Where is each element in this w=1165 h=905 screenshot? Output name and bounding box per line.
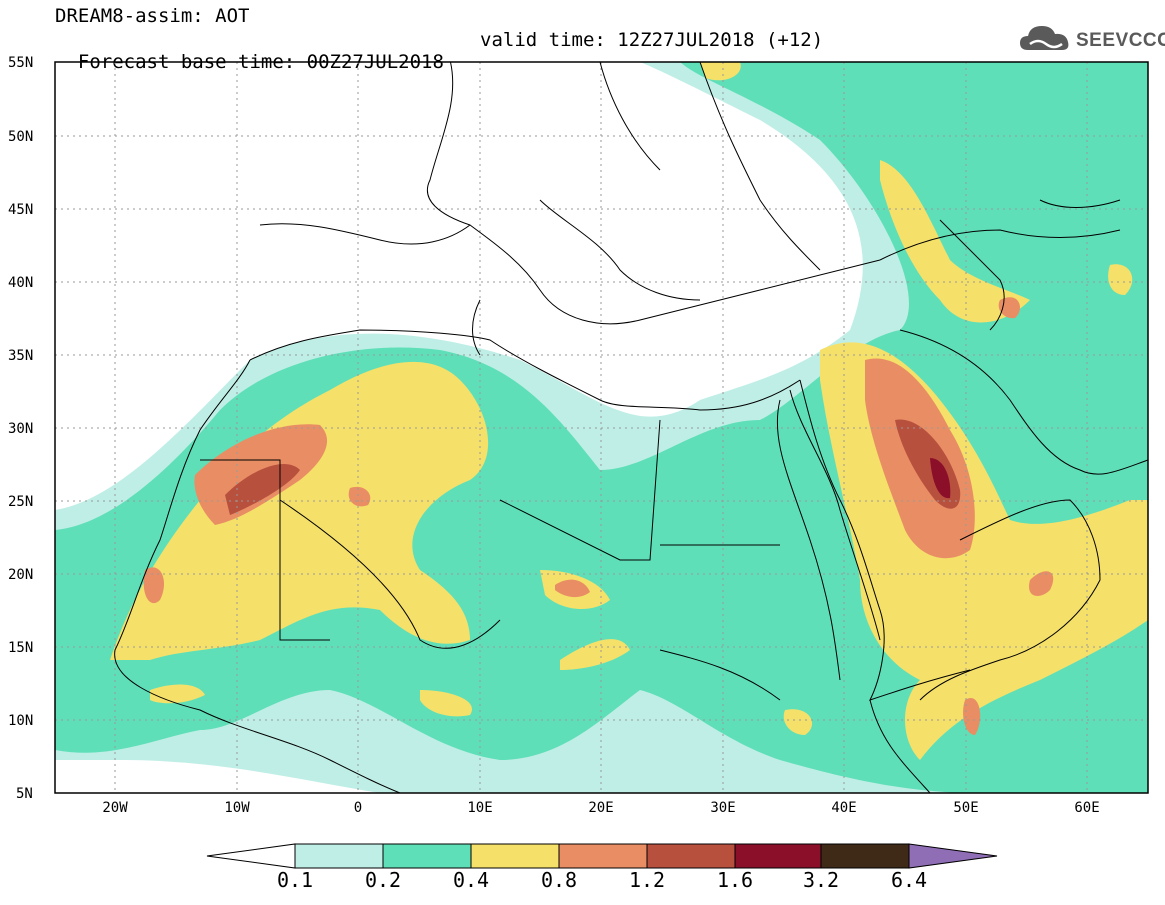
lat-label: 30N — [8, 421, 33, 437]
lat-label: 35N — [8, 348, 33, 364]
colorbar-label: 0.2 — [364, 868, 402, 892]
lon-label: 40E — [831, 800, 856, 816]
map-title: DREAM8-assim: AOT — [55, 5, 250, 27]
lon-label: 60E — [1074, 800, 1099, 816]
colorbar-segment — [558, 843, 648, 869]
colorbar-label: 3.2 — [802, 868, 840, 892]
colorbar-segment — [294, 843, 384, 869]
logo-text: SEEVCCC — [1076, 30, 1165, 51]
lat-label: 55N — [8, 55, 33, 71]
colorbar-low-extension — [206, 843, 296, 869]
lon-axis: 20W 10W 0 10E 20E 30E 40E 50E 60E — [102, 800, 1099, 816]
colorbar-segment — [820, 843, 910, 869]
lat-label: 5N — [16, 786, 33, 802]
valid-time: valid time: 12Z27JUL2018 (+12) — [480, 29, 824, 51]
colorbar-segment — [646, 843, 736, 869]
lon-label: 20W — [102, 800, 128, 816]
colorbar-label: 0.1 — [276, 868, 314, 892]
lon-label: 50E — [953, 800, 978, 816]
colorbar-label: 1.2 — [628, 868, 666, 892]
lon-label: 0 — [354, 800, 362, 816]
lat-lon-grid — [55, 62, 1148, 793]
lon-label: 20E — [588, 800, 613, 816]
cloud-logo-icon — [1020, 26, 1069, 50]
lat-label: 40N — [8, 275, 33, 291]
colorbar-label: 1.6 — [716, 868, 754, 892]
lat-label: 10N — [8, 713, 33, 729]
colorbar-label: 6.4 — [890, 868, 928, 892]
colorbar-segment — [470, 843, 560, 869]
colorbar-label: 0.8 — [540, 868, 578, 892]
coastlines — [114, 62, 1148, 793]
lat-label: 25N — [8, 494, 33, 510]
aot-field — [55, 62, 1148, 793]
map-frame — [54, 61, 1149, 794]
colorbar-segment — [734, 843, 822, 869]
lat-label: 45N — [8, 202, 33, 218]
lon-label: 30E — [710, 800, 735, 816]
lon-label: 10W — [224, 800, 250, 816]
lat-label: 20N — [8, 567, 33, 583]
colorbar-label: 0.4 — [452, 868, 490, 892]
seevccc-logo: SEEVCCC — [1018, 20, 1165, 60]
colorbar — [206, 843, 998, 869]
lat-axis: 55N 50N 45N 40N 35N 30N 25N 20N 15N 10N … — [8, 55, 33, 802]
colorbar-high-extension — [908, 843, 998, 869]
colorbar-segment — [382, 843, 472, 869]
lat-label: 15N — [8, 640, 33, 656]
lon-label: 10E — [467, 800, 492, 816]
lat-label: 50N — [8, 129, 33, 145]
